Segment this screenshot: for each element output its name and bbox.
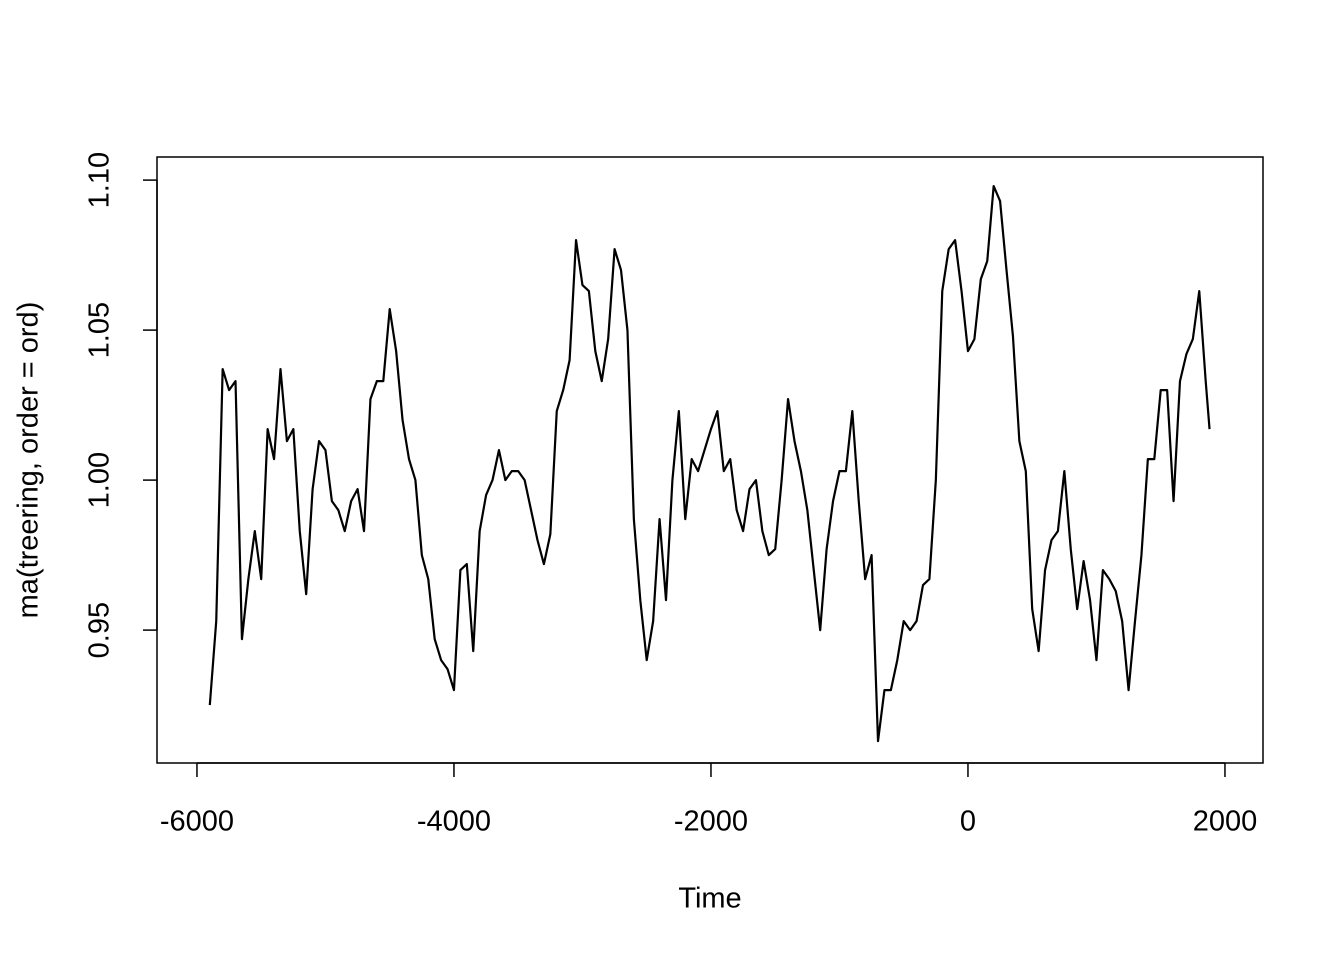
x-tick-label: -6000: [160, 806, 234, 838]
y-tick-label: 1.00: [84, 452, 116, 508]
y-tick-label: 1.05: [84, 302, 116, 358]
y-tick-label: 1.10: [84, 152, 116, 208]
y-axis-label: ma(treering, order = ord): [13, 302, 45, 619]
x-tick-label: -2000: [674, 806, 748, 838]
series-line: [208, 185, 1211, 743]
x-tick-label: 0: [960, 806, 976, 838]
plot-box: [156, 156, 1264, 764]
x-tick-label: 2000: [1193, 806, 1258, 838]
x-tick-label: -4000: [417, 806, 491, 838]
x-axis-label: Time: [678, 883, 741, 915]
y-tick-label: 0.95: [84, 602, 116, 658]
